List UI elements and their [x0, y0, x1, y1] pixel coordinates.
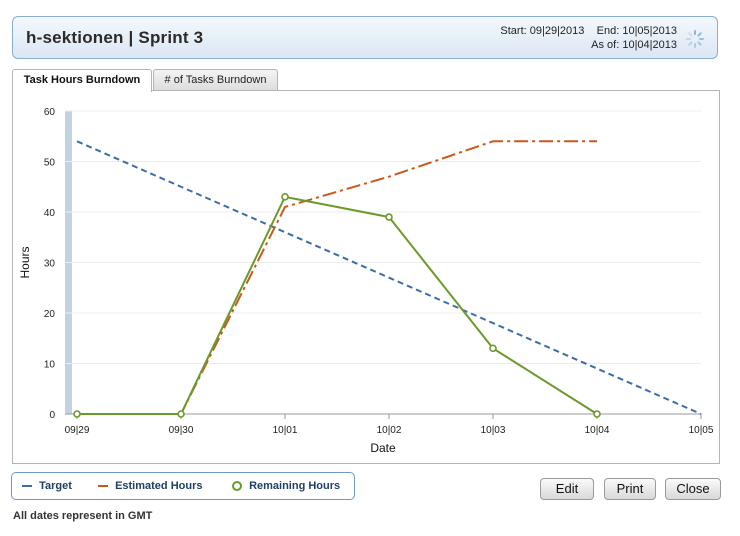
legend-item-estimated: Estimated Hours	[96, 480, 202, 492]
legend-item-remaining: Remaining Hours	[230, 480, 340, 492]
sprint-dates: Start: 09|29|2013 End: 10|05|2013 As of:…	[417, 24, 677, 52]
as-of-label: As of:	[591, 39, 620, 51]
x-tick-label: 10|04	[585, 425, 610, 436]
remaining-marker-icon	[232, 481, 242, 492]
x-axis-title: Date	[370, 441, 396, 455]
start-end-dates: Start: 09|29|2013 End: 10|05|2013	[417, 24, 677, 38]
remaining-hours-point	[385, 213, 393, 221]
remaining-hours-point	[73, 410, 81, 418]
loading-spinner-icon	[686, 30, 704, 48]
legend-item-target: Target	[20, 480, 72, 492]
x-tick-label: 10|01	[273, 425, 298, 436]
y-axis-title: Hours	[18, 246, 32, 278]
y-tick-label: 0	[49, 410, 55, 421]
remaining-hours-point	[177, 410, 185, 418]
as-of-date: 10|04|2013	[622, 39, 677, 51]
close-button[interactable]: Close	[665, 478, 721, 500]
series-line-remaining	[77, 195, 598, 415]
remaining-hours-point	[489, 344, 497, 353]
legend-label-target: Target	[39, 480, 72, 492]
y-tick-label: 30	[44, 259, 56, 270]
x-tick-label: 09|30	[169, 425, 194, 436]
y-tick-label: 50	[44, 158, 56, 169]
chart-panel: 0 10 20 30 40 50 60 09|29 09|30 10|01 10|02 10|03 10…	[12, 90, 720, 464]
y-tick-label: 60	[44, 107, 56, 118]
remaining-hours-point	[281, 193, 289, 201]
x-tick-label: 10|03	[481, 425, 506, 436]
remaining-hours-point	[593, 410, 601, 418]
edit-button[interactable]: Edit	[540, 478, 594, 500]
start-label: Start:	[500, 25, 527, 37]
start-date: 09|29|2013	[529, 25, 585, 37]
y-tick-label: 20	[44, 309, 56, 320]
x-tick-label: 10|02	[377, 425, 402, 436]
x-tick-label: 10|05	[689, 425, 714, 436]
burndown-chart: 0 10 20 30 40 50 60 09|29 09|30 10|01 10|02 10|03 10…	[18, 107, 714, 455]
gmt-footnote: All dates represent in GMT	[13, 510, 153, 522]
y-tick-label: 10	[44, 360, 56, 371]
target-line-icon	[22, 485, 32, 488]
end-date: 10|05|2013	[622, 25, 677, 37]
as-of-date-row: As of: 10|04|2013	[417, 38, 677, 52]
tab-tasks-burndown[interactable]: # of Tasks Burndown	[153, 69, 278, 91]
legend-label-remaining: Remaining Hours	[249, 480, 341, 492]
series-line-estimated	[77, 140, 597, 415]
page-title: h-sektionen | Sprint 3	[26, 28, 204, 47]
page-header: h-sektionen | Sprint 3 Start: 09|29|2013…	[12, 16, 718, 59]
chart-legend: Target Estimated Hours Remaining Hours	[11, 472, 355, 500]
legend-label-estimated: Estimated Hours	[115, 480, 203, 492]
end-label: End:	[596, 25, 620, 37]
print-button[interactable]: Print	[604, 478, 656, 500]
y-tick-label: 40	[44, 208, 56, 219]
x-tick-label: 09|29	[65, 425, 90, 436]
estimated-line-icon	[98, 485, 108, 488]
tab-task-hours-burndown[interactable]: Task Hours Burndown	[12, 69, 152, 92]
series-line-target	[76, 140, 702, 415]
